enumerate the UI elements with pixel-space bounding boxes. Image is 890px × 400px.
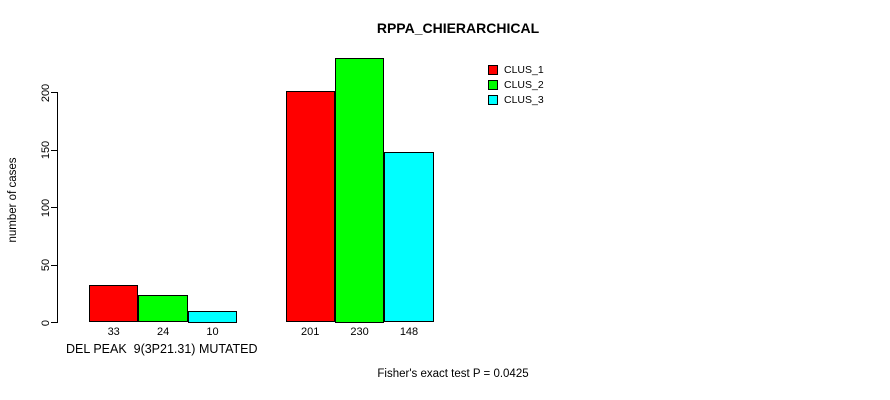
bar-value-label: 24 (156, 326, 170, 338)
x-axis-label: DEL PEAK 9(3P21.31) MUTATED (66, 342, 258, 356)
legend-item-label: CLUS_2 (504, 78, 544, 91)
legend-item: CLUS_1 (488, 62, 544, 77)
legend-item-label: CLUS_1 (504, 63, 544, 76)
y-axis-tick (51, 92, 57, 93)
legend-swatch-icon (488, 64, 498, 75)
legend-item: CLUS_3 (488, 92, 544, 107)
legend-item-label: CLUS_3 (504, 93, 544, 106)
y-axis-tick-label: 100 (40, 198, 52, 217)
y-axis-tick (51, 149, 57, 151)
y-axis-tick (51, 207, 57, 208)
legend: CLUS_1 CLUS_2 CLUS_3 (488, 62, 544, 107)
legend-item: CLUS_2 (488, 77, 544, 92)
bar-value-label: 148 (399, 326, 419, 338)
legend-swatch-icon (488, 79, 498, 90)
y-axis-tick-label: 150 (40, 140, 52, 160)
bar-value-label: 33 (107, 326, 120, 338)
y-axis-tick-label: 200 (40, 83, 52, 102)
bar-value-label: 201 (301, 326, 320, 338)
y-axis-tick (51, 322, 57, 323)
bar-clus_3 (187, 311, 238, 323)
bar-clus_2 (138, 294, 188, 323)
y-axis-tick-label: 0 (40, 319, 52, 326)
y-axis-line (57, 92, 58, 323)
legend-swatch-icon (488, 94, 498, 105)
bar-clus_3 (384, 152, 434, 323)
bar-clus_1 (89, 284, 139, 323)
y-axis-tick (51, 264, 57, 266)
bar-clus_1 (285, 91, 335, 323)
bar-clus_2 (334, 58, 385, 323)
fisher-test-annotation: Fisher's exact test P = 0.0425 (377, 368, 529, 380)
y-axis-tick-label: 50 (40, 258, 52, 272)
y-axis-label: number of cases (7, 157, 19, 243)
bar-value-label: 230 (350, 326, 369, 338)
chart-title: RPPA_CHIERARCHICAL (376, 20, 540, 36)
bar-value-label: 10 (206, 326, 219, 338)
